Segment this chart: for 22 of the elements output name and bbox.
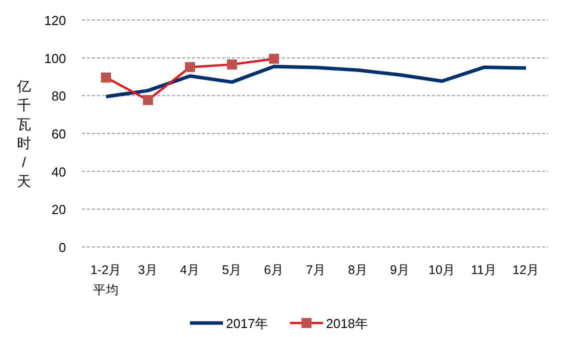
y-tick-label: 40 xyxy=(52,164,66,180)
line-series xyxy=(104,64,528,98)
x-tick-label: 3月 xyxy=(138,263,158,277)
x-tick-label: 1-2月平均 xyxy=(90,263,122,297)
x-tick-label: 9月 xyxy=(390,263,410,277)
y-axis-title: 亿千瓦时/天 xyxy=(16,78,31,189)
x-tick-label: 7月 xyxy=(306,263,326,277)
x-tick-label: 6月 xyxy=(264,263,284,277)
y-tick-label: 120 xyxy=(44,13,66,28)
y-tick-label: 0 xyxy=(58,240,66,255)
x-tick-label: 12月 xyxy=(512,263,540,277)
legend-label: 2018年 xyxy=(326,316,368,331)
x-tick-label: 4月 xyxy=(180,263,200,277)
y-tick-label: 60 xyxy=(52,126,66,142)
y-tick-label: 80 xyxy=(52,88,66,104)
x-tick-label: 5月 xyxy=(222,263,242,277)
x-tick-label: 10月 xyxy=(428,263,456,277)
legend-label: 2017年 xyxy=(226,316,268,331)
y-tick-label: 100 xyxy=(44,50,66,66)
x-tick-label: 8月 xyxy=(348,263,368,277)
y-tick-label: 20 xyxy=(52,202,66,218)
x-tick-label: 11月 xyxy=(471,263,497,277)
